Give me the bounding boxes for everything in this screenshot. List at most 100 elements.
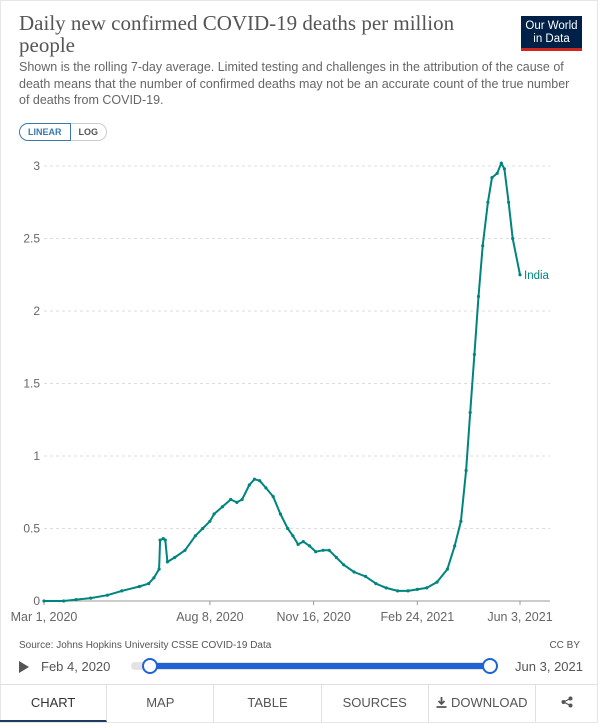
x-tick-label: Feb 24, 2021 xyxy=(380,610,454,624)
data-point xyxy=(495,171,499,175)
series-line-india xyxy=(44,162,521,602)
data-point xyxy=(321,548,325,552)
data-point xyxy=(314,550,318,554)
data-point xyxy=(42,599,46,603)
data-point xyxy=(435,580,439,584)
data-point xyxy=(453,544,457,548)
data-point xyxy=(258,479,262,483)
data-point xyxy=(327,548,331,552)
logo-line-2: in Data xyxy=(533,33,570,45)
data-point xyxy=(264,486,268,490)
data-point xyxy=(157,567,161,571)
share-icon xyxy=(561,696,573,708)
data-point xyxy=(62,599,66,603)
data-point xyxy=(137,584,141,589)
data-point xyxy=(301,540,305,544)
data-point xyxy=(220,505,224,509)
data-point xyxy=(396,589,400,593)
data-point xyxy=(212,512,216,516)
line-chart: 0 0.5 1 1.5 2 2.5 3 Mar 1, 2020 Aug 8, 2020 Nov 1… xyxy=(11,159,553,624)
data-point xyxy=(507,200,511,204)
tab-bar: CHART MAP TABLE SOURCES DOWNLOAD xyxy=(0,684,598,722)
logo-line-1: Our World xyxy=(525,20,578,32)
tab-sources[interactable]: SOURCES xyxy=(322,685,429,722)
y-tick-label: 0 xyxy=(33,594,40,608)
data-point xyxy=(425,586,429,590)
y-tick-label: 1.5 xyxy=(23,377,40,391)
data-point xyxy=(499,161,503,165)
data-point xyxy=(502,167,506,171)
scale-toggle: LINEAR LOG xyxy=(19,123,107,141)
timeline: Feb 4, 2020 Jun 3, 2021 xyxy=(19,657,583,677)
source-note[interactable]: Source: Johns Hopkins University CSSE CO… xyxy=(19,640,272,651)
data-point xyxy=(291,534,295,538)
data-point xyxy=(307,544,312,548)
data-point xyxy=(193,534,197,538)
data-point xyxy=(472,352,476,357)
data-point xyxy=(163,538,167,542)
owid-logo[interactable]: Our World in Data xyxy=(521,16,582,51)
timeline-start-label: Feb 4, 2020 xyxy=(41,659,111,674)
timeline-end-label: Jun 3, 2021 xyxy=(515,659,583,674)
data-point xyxy=(406,589,410,593)
data-point xyxy=(247,483,251,487)
share-button[interactable] xyxy=(536,685,598,722)
data-point xyxy=(459,519,463,523)
data-point xyxy=(252,477,257,481)
data-point xyxy=(120,589,124,593)
tab-table[interactable]: TABLE xyxy=(214,685,322,722)
data-point xyxy=(518,273,522,277)
license-label[interactable]: CC BY xyxy=(549,640,580,651)
x-tick-label: Aug 8, 2020 xyxy=(176,610,243,624)
tab-download[interactable]: DOWNLOAD xyxy=(429,685,537,722)
data-point xyxy=(334,555,338,560)
data-point xyxy=(74,598,78,602)
data-point xyxy=(152,576,156,580)
y-tick-label: 3 xyxy=(33,159,40,173)
data-point xyxy=(384,586,388,590)
timeline-end-handle[interactable] xyxy=(482,658,498,674)
log-scale-button[interactable]: LOG xyxy=(70,123,107,141)
data-point xyxy=(183,548,187,552)
timeline-selected-range xyxy=(150,663,491,669)
data-point xyxy=(208,519,212,523)
x-tick-label: Nov 16, 2020 xyxy=(276,610,350,624)
data-point xyxy=(511,236,515,241)
data-point xyxy=(89,596,93,600)
data-point xyxy=(235,500,239,504)
x-tick-label: Mar 1, 2020 xyxy=(11,610,78,624)
data-point xyxy=(229,497,233,502)
data-point xyxy=(481,244,485,248)
y-tick-label: 2.5 xyxy=(23,232,40,246)
tab-chart[interactable]: CHART xyxy=(0,685,108,722)
download-icon xyxy=(436,697,447,708)
data-point xyxy=(158,538,162,542)
data-point xyxy=(490,176,494,180)
data-point xyxy=(173,555,177,560)
series-label: India xyxy=(524,270,550,282)
data-point xyxy=(363,574,368,578)
data-point xyxy=(445,567,449,571)
data-point xyxy=(342,563,346,567)
data-point xyxy=(105,593,109,597)
data-point xyxy=(201,526,205,531)
y-tick-label: 1 xyxy=(33,449,40,463)
data-point xyxy=(147,582,151,586)
data-point xyxy=(296,542,300,546)
data-point xyxy=(486,200,490,204)
tab-map[interactable]: MAP xyxy=(107,685,215,722)
data-point xyxy=(165,560,169,564)
linear-scale-button[interactable]: LINEAR xyxy=(19,123,71,141)
timeline-start-handle[interactable] xyxy=(142,658,158,674)
x-tick-label: Jun 3, 2021 xyxy=(487,610,552,624)
y-tick-label: 0.5 xyxy=(23,522,40,536)
data-point xyxy=(476,294,481,299)
data-point xyxy=(468,410,472,415)
data-point xyxy=(278,512,282,516)
tab-download-label: DOWNLOAD xyxy=(450,695,528,710)
data-point xyxy=(374,582,378,586)
chart-title: Daily new confirmed COVID-19 deaths per … xyxy=(19,11,455,57)
play-icon[interactable] xyxy=(19,661,29,673)
data-point xyxy=(415,587,419,591)
data-point xyxy=(352,570,356,574)
